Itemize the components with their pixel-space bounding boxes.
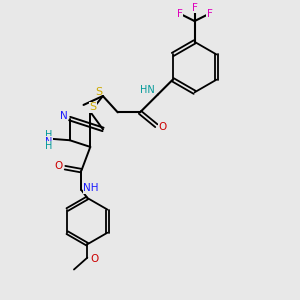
Text: N: N: [45, 137, 52, 147]
Text: S: S: [90, 103, 97, 112]
Text: F: F: [192, 3, 197, 13]
Text: H: H: [45, 130, 52, 140]
Text: NH: NH: [83, 183, 99, 193]
Text: F: F: [177, 9, 183, 19]
Text: HN: HN: [140, 85, 155, 95]
Text: O: O: [159, 122, 167, 132]
Text: O: O: [90, 254, 98, 264]
Text: N: N: [60, 111, 68, 121]
Text: F: F: [206, 9, 212, 19]
Text: S: S: [96, 88, 103, 98]
Text: O: O: [54, 161, 63, 171]
Text: H: H: [45, 141, 52, 151]
